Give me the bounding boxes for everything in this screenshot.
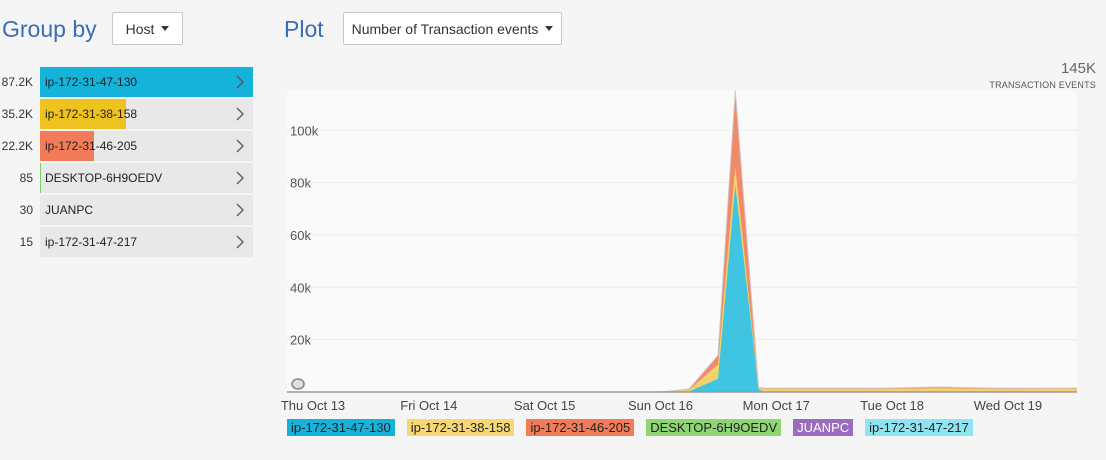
x-tick-label: Wed Oct 19 — [974, 398, 1042, 413]
series-area-desktop-6h9oedv — [301, 90, 1077, 393]
total-events-value: 145K — [1060, 60, 1096, 77]
plot-metric-value: Number of Transaction events — [351, 20, 539, 37]
series-area-juanpc — [301, 90, 1077, 392]
chevron-right-icon — [236, 203, 244, 217]
series-area-ip-172-31-47-217 — [301, 90, 1077, 392]
group-row: 35.2K ip-172-31-38-158 — [0, 98, 253, 130]
stack-outline — [301, 90, 1078, 393]
group-name: ip-172-31-47-130 — [45, 75, 138, 89]
y-tick-label: 20k — [290, 333, 311, 348]
group-item[interactable]: ip-172-31-47-130 — [40, 67, 253, 97]
legend-item[interactable]: ip-172-31-47-217 — [865, 419, 973, 436]
plot-area — [287, 91, 1077, 393]
group-by-dropdown[interactable]: Host — [112, 12, 183, 45]
group-row: 30 JUANPC — [0, 194, 253, 226]
zero-marker-icon — [291, 378, 305, 390]
group-count: 22.2K — [1, 139, 33, 153]
group-count: 85 — [19, 171, 33, 185]
x-tick-label: Tue Oct 18 — [860, 398, 924, 413]
group-name: ip-172-31-38-158 — [45, 107, 138, 121]
group-by-heading: Group by — [2, 16, 97, 42]
chevron-right-icon — [236, 235, 244, 249]
group-row: 22.2K ip-172-31-46-205 — [0, 130, 253, 162]
y-tick-label: 80k — [290, 176, 311, 191]
y-tick-label: 40k — [290, 280, 311, 295]
x-tick-label: Mon Oct 17 — [743, 398, 810, 413]
group-name: ip-172-31-46-205 — [45, 139, 138, 153]
chart-legend: ip-172-31-47-130 ip-172-31-38-158 ip-172-3… — [287, 419, 973, 436]
group-row: 85 DESKTOP-6H9OEDV — [0, 162, 253, 194]
group-count: 30 — [19, 203, 33, 217]
x-tick-label: Fri Oct 14 — [400, 398, 457, 413]
chevron-right-icon — [236, 75, 244, 89]
group-item[interactable]: DESKTOP-6H9OEDV — [40, 163, 253, 193]
series-area-ip-172-31-46-205 — [301, 91, 1077, 392]
group-row: 87.2K ip-172-31-47-130 — [0, 66, 253, 98]
group-count: 35.2K — [1, 107, 33, 121]
group-item[interactable]: JUANPC — [40, 195, 253, 225]
group-row: 15 ip-172-31-47-217 — [0, 226, 253, 258]
legend-item[interactable]: ip-172-31-38-158 — [406, 419, 515, 436]
caret-down-icon — [545, 26, 554, 31]
plot-heading: Plot — [284, 16, 324, 42]
chevron-right-icon — [236, 107, 244, 121]
group-item[interactable]: ip-172-31-47-217 — [40, 227, 253, 257]
series-area-ip-172-31-47-130 — [301, 185, 1077, 392]
group-by-value: Host — [125, 20, 155, 37]
legend-item[interactable]: ip-172-31-47-130 — [287, 419, 395, 436]
transaction-events-chart: 20k 40k 60k 80k 100k Thu Oct 13 Fri Oct 14 Sat … — [281, 90, 1078, 413]
group-list: 87.2K ip-172-31-47-130 35.2K ip-172-31-38-1… — [0, 66, 253, 258]
legend-item[interactable]: DESKTOP-6H9OEDV — [646, 419, 782, 436]
x-tick-label: Sat Oct 15 — [514, 398, 575, 413]
x-tick-label: Thu Oct 13 — [281, 398, 345, 413]
group-name: JUANPC — [45, 203, 94, 217]
group-share-bar — [40, 67, 253, 97]
caret-down-icon — [161, 26, 170, 31]
group-share-bar — [40, 99, 127, 129]
plot-metric-dropdown[interactable]: Number of Transaction events — [343, 12, 562, 45]
chevron-right-icon — [236, 139, 244, 153]
group-item[interactable]: ip-172-31-38-158 — [40, 99, 253, 129]
group-share-bar — [40, 131, 95, 161]
group-count: 15 — [19, 235, 33, 249]
total-events-label: TRANSACTION EVENTS — [989, 80, 1096, 90]
group-name: DESKTOP-6H9OEDV — [45, 171, 163, 185]
group-item[interactable]: ip-172-31-46-205 — [40, 131, 253, 161]
group-name: ip-172-31-47-217 — [45, 235, 138, 249]
chevron-right-icon — [236, 171, 244, 185]
y-tick-label: 100k — [290, 123, 319, 138]
legend-item[interactable]: ip-172-31-46-205 — [526, 419, 635, 436]
x-tick-label: Sun Oct 16 — [628, 398, 693, 413]
group-count: 87.2K — [1, 75, 33, 89]
series-area-ip-172-31-38-158 — [301, 166, 1077, 392]
y-tick-label: 60k — [290, 228, 311, 243]
legend-item[interactable]: JUANPC — [793, 419, 854, 436]
